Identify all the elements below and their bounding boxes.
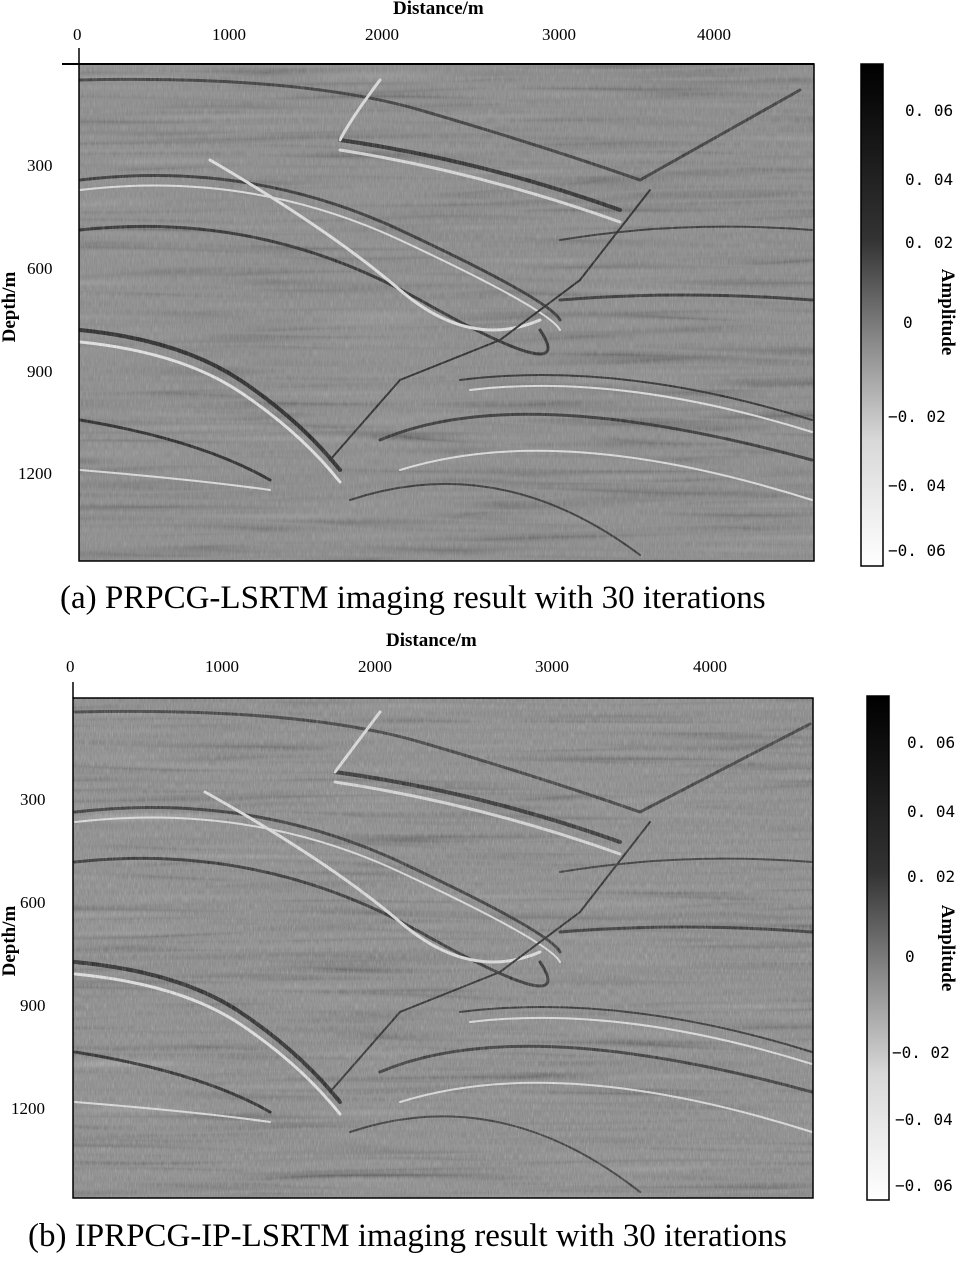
seismic-image-b: [73, 698, 813, 1198]
x-tick-label: 4000: [693, 657, 727, 676]
colorbar-title: Amplitude: [937, 268, 958, 356]
x-axis-title: Distance/m: [393, 0, 484, 19]
panel-b: Distance/m 0 1000 2000 3000 4000 Depth/m…: [0, 630, 961, 1261]
x-tick-label: 1000: [212, 25, 246, 44]
colorbar-tick-label: −0. 04: [895, 1110, 953, 1129]
seismic-section-a: [62, 48, 884, 567]
x-tick-label: 1000: [205, 657, 239, 676]
colorbar-tick-label: −0. 02: [892, 1043, 950, 1062]
colorbar: [860, 63, 884, 567]
colorbar-tick-label: 0: [903, 313, 913, 332]
x-tick-label: 4000: [697, 25, 731, 44]
colorbar-tick-label: 0. 06: [905, 101, 954, 120]
colorbar-tick-label: −0. 06: [895, 1176, 953, 1195]
x-axis-title: Distance/m: [386, 630, 477, 651]
y-tick-label: 900: [20, 996, 46, 1015]
seismic-image-a: [79, 64, 814, 561]
colorbar-tick-label: −0. 06: [888, 541, 946, 560]
x-tick-label: 0: [66, 657, 75, 676]
seismic-section-b: [72, 682, 890, 1201]
x-tick-label: 2000: [358, 657, 392, 676]
y-tick-label: 300: [20, 790, 46, 809]
colorbar-tick-label: −0. 02: [888, 407, 946, 426]
y-tick-label: 1200: [18, 464, 52, 483]
colorbar-tick-label: 0. 06: [907, 733, 956, 752]
colorbar-title: Amplitude: [937, 904, 958, 992]
colorbar-tick-label: −0. 04: [888, 476, 946, 495]
y-tick-label: 600: [27, 259, 53, 278]
plot-frame: [72, 697, 814, 1199]
colorbar: [866, 695, 890, 1201]
colorbar-tick-label: 0. 04: [905, 170, 954, 189]
x-tick-label: 3000: [542, 25, 576, 44]
y-tick-label: 900: [27, 362, 53, 381]
x-tick-label: 0: [73, 25, 82, 44]
y-tick-label: 600: [20, 893, 46, 912]
y-tick-label: 300: [27, 156, 53, 175]
colorbar-tick-label: 0. 04: [907, 802, 956, 821]
colorbar-tick-label: 0. 02: [907, 867, 956, 886]
caption: (b) IPRPCG-IP-LSRTM imaging result with …: [28, 1218, 787, 1254]
caption: (a) PRPCG-LSRTM imaging result with 30 i…: [60, 580, 766, 616]
colorbar-tick-label: 0: [905, 947, 915, 966]
y-tick-label: 1200: [11, 1099, 45, 1118]
panel-a: Distance/m 0 1000 2000 3000 4000 Depth/m…: [0, 0, 961, 630]
x-tick-label: 3000: [535, 657, 569, 676]
x-tick-label: 2000: [365, 25, 399, 44]
colorbar-tick-label: 0. 02: [905, 233, 954, 252]
